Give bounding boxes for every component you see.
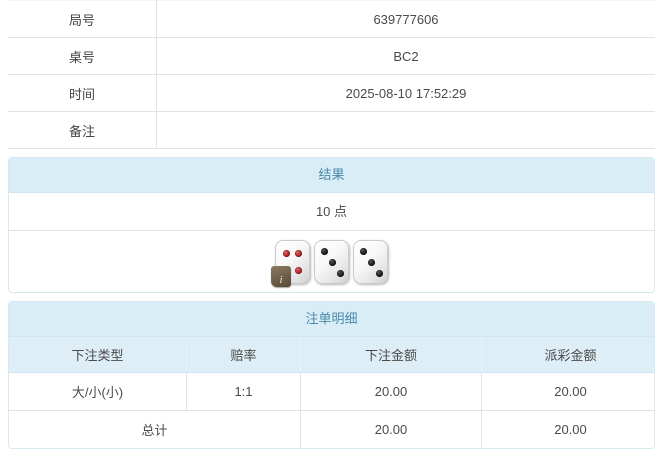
cell-odds: 1:1 [186,372,301,411]
die-pip [321,247,328,255]
column-header-payout-amount: 派彩金额 [481,337,654,373]
round-info-table: 局号 639777606 桌号 BC2 时间 2025-08-10 17:52:… [8,0,655,149]
table-row: 备注 [8,111,655,149]
table-row: 大/小(小) 1:1 20.00 20.00 [9,372,654,411]
bet-detail-header: 注单明细 [9,302,654,337]
cell-bet-amount: 20.00 [300,372,482,411]
info-label-remark: 备注 [8,111,157,149]
bet-detail-table: 下注类型 赔率 下注金额 派彩金额 大/小(小) 1:1 20.00 20.00… [9,337,654,448]
die-pip [376,269,383,277]
info-label-round-no: 局号 [8,0,157,38]
column-header-bet-amount: 下注金额 [300,337,482,373]
result-panel: 结果 10 点 i [8,157,655,293]
info-label-time: 时间 [8,74,157,112]
bet-detail-panel: 注单明细 下注类型 赔率 下注金额 派彩金额 大/小(小) 1:1 20.00 … [8,301,655,449]
info-value-time: 2025-08-10 17:52:29 [156,74,655,112]
die-2 [314,239,349,284]
die-pip [283,249,290,257]
die-pip [337,269,344,277]
die-3 [353,239,388,284]
info-value-round-no: 639777606 [156,0,655,38]
table-row: 时间 2025-08-10 17:52:29 [8,74,655,112]
cell-bet-type: 大/小(小) [9,372,187,411]
dice-group: i [271,239,388,287]
table-row: 桌号 BC2 [8,37,655,75]
info-label-table-no: 桌号 [8,37,157,75]
info-badge-icon[interactable]: i [271,265,291,287]
info-value-table-no: BC2 [156,37,655,75]
cell-total-label: 总计 [9,410,301,448]
table-total-row: 总计 20.00 20.00 [9,410,654,448]
table-header-row: 下注类型 赔率 下注金额 派彩金额 [9,337,654,373]
dice-display-row: i [9,231,654,292]
die-pip [329,258,336,266]
die-pip [368,258,375,266]
result-total-points: 10 点 [9,193,654,231]
die-pip [295,249,302,257]
cell-total-payout-amount: 20.00 [481,410,654,448]
die-pip [295,266,302,274]
cell-total-bet-amount: 20.00 [300,410,482,448]
column-header-odds: 赔率 [186,337,301,373]
die-pip [360,247,367,255]
cell-payout-amount: 20.00 [481,372,654,411]
column-header-bet-type: 下注类型 [9,337,187,373]
table-row: 局号 639777606 [8,0,655,38]
result-panel-header: 结果 [9,158,654,193]
info-value-remark [156,111,655,149]
